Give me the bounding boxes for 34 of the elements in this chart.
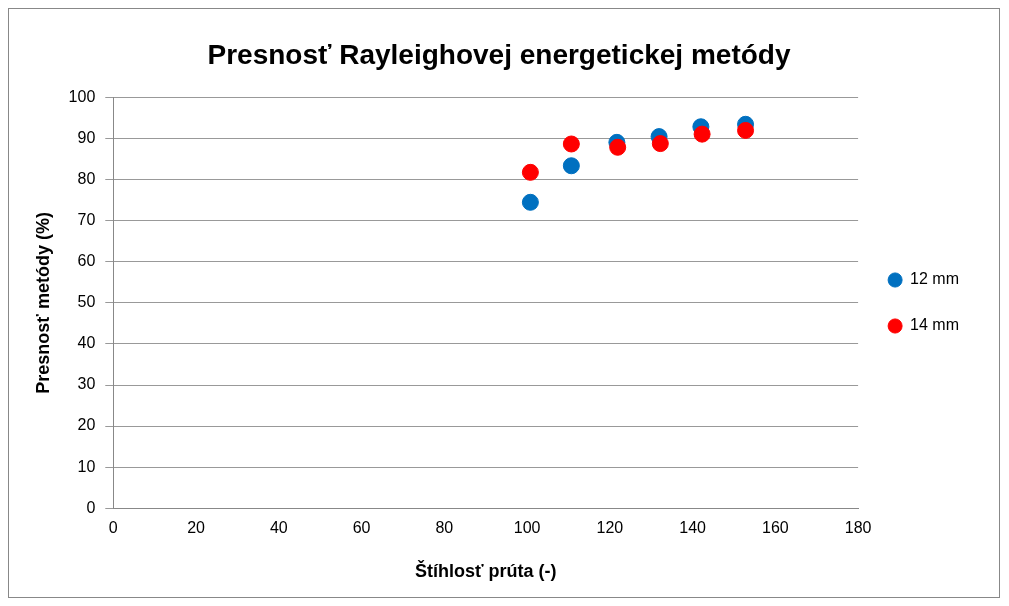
y-tick-label: 0 [86,498,96,516]
x-tick-label: 40 [269,519,288,537]
y-tick-label: 40 [77,334,96,352]
y-tick-label: 50 [77,293,96,311]
x-tick-label: 60 [352,519,371,537]
y-tick-label: 60 [77,252,96,270]
y-tick-label: 100 [68,88,96,106]
x-axis-title: Štíhlosť prúta (-) [414,560,557,582]
y-tick-label: 20 [77,416,96,434]
point [562,157,580,175]
point [562,135,580,153]
y-tick-label: 30 [77,375,96,393]
legend-label: 12 mm [910,270,960,288]
x-tick-label: 140 [679,519,707,537]
chart-title: Presnosť Rayleighovej energetickej metódy [207,38,791,70]
y-axis-title: Presnosť metódy (%) [32,212,53,394]
point [609,138,627,156]
point [693,125,711,143]
x-tick-label: 0 [108,519,118,537]
legend-label: 14 mm [910,316,960,334]
y-tick-label: 80 [77,170,96,188]
x-tick-label: 20 [187,519,206,537]
y-tick-label: 90 [77,129,96,147]
point [521,163,539,181]
y-tick-label: 70 [77,211,96,229]
x-tick-label: 160 [761,519,789,537]
y-tick-label: 10 [77,457,96,475]
point [521,193,539,211]
x-tick-label: 100 [513,519,541,537]
x-tick-label: 120 [596,519,624,537]
x-tick-label: 180 [844,519,872,537]
point [737,121,755,139]
x-tick-label: 80 [435,519,454,537]
point [651,135,669,153]
